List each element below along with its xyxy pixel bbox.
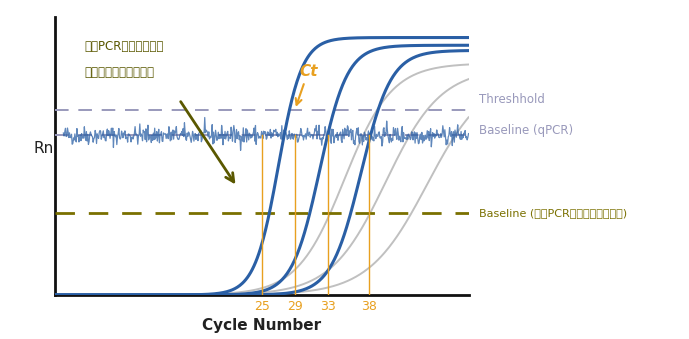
Y-axis label: Rn: Rn — [34, 141, 54, 156]
Text: 分析扩增的循环数更低: 分析扩增的循环数更低 — [84, 66, 154, 79]
Text: Ct: Ct — [296, 64, 318, 105]
Text: 多重PCR毛细电泳片段: 多重PCR毛细电泳片段 — [84, 40, 163, 53]
Text: Baseline (qPCR): Baseline (qPCR) — [479, 124, 573, 137]
X-axis label: Cycle Number: Cycle Number — [203, 318, 321, 333]
Text: Baseline (多重PCR毛细电泳片段分析): Baseline (多重PCR毛细电泳片段分析) — [479, 207, 627, 218]
Text: Threshhold: Threshhold — [479, 93, 545, 106]
